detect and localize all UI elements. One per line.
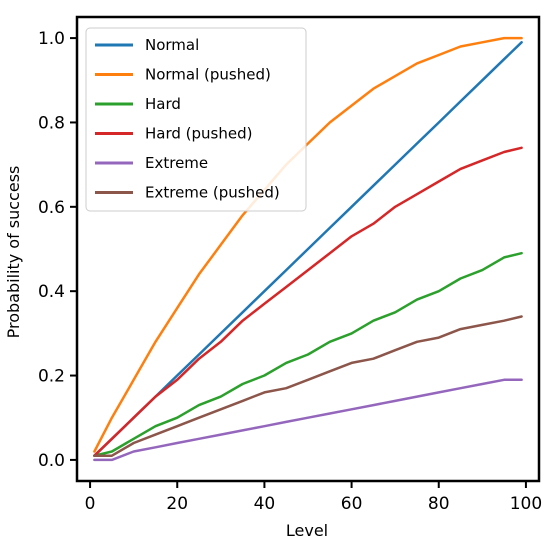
- plot-frame: [75, 15, 541, 483]
- x-tick-label: 20: [166, 494, 188, 514]
- y-tick-label: 0.8: [38, 113, 65, 133]
- series-line-3: [93, 146, 523, 457]
- x-tick-label: 60: [341, 494, 363, 514]
- plot-border: [75, 15, 541, 483]
- legend-label: Extreme (pushed): [145, 184, 280, 202]
- series-line-5: [93, 315, 523, 457]
- legend-label: Extreme: [145, 154, 208, 172]
- y-tick-label: 0.0: [38, 451, 65, 471]
- legend-label: Hard: [145, 95, 181, 113]
- legend-box: [85, 27, 307, 212]
- y-tick-label: 0.6: [38, 198, 65, 218]
- y-tick-label: 0.2: [38, 367, 65, 387]
- series-line-4: [93, 378, 523, 462]
- legend-label: Normal: [145, 36, 199, 54]
- series-line-2: [93, 251, 523, 457]
- axis-layer: 0 20 40 60 80 100 0.0 0.2 0.4 0.6 0.8 1.0: [38, 29, 542, 514]
- legend-label: Hard (pushed): [145, 125, 252, 143]
- x-tick-label: 100: [510, 494, 542, 514]
- y-axis-label: Probability of success: [4, 166, 23, 339]
- legend-label: Normal (pushed): [145, 66, 271, 84]
- x-tick-label: 40: [254, 494, 276, 514]
- x-tick-label: 0: [85, 494, 96, 514]
- series-line-1: [93, 36, 523, 453]
- y-tick-label: 1.0: [38, 29, 65, 49]
- x-tick-label: 80: [428, 494, 450, 514]
- x-axis-label: Level: [286, 521, 328, 540]
- legend: Normal Normal (pushed) Hard Hard (pushed) Ex…: [85, 27, 307, 212]
- series-layer: [93, 36, 523, 462]
- y-tick-label: 0.4: [38, 282, 65, 302]
